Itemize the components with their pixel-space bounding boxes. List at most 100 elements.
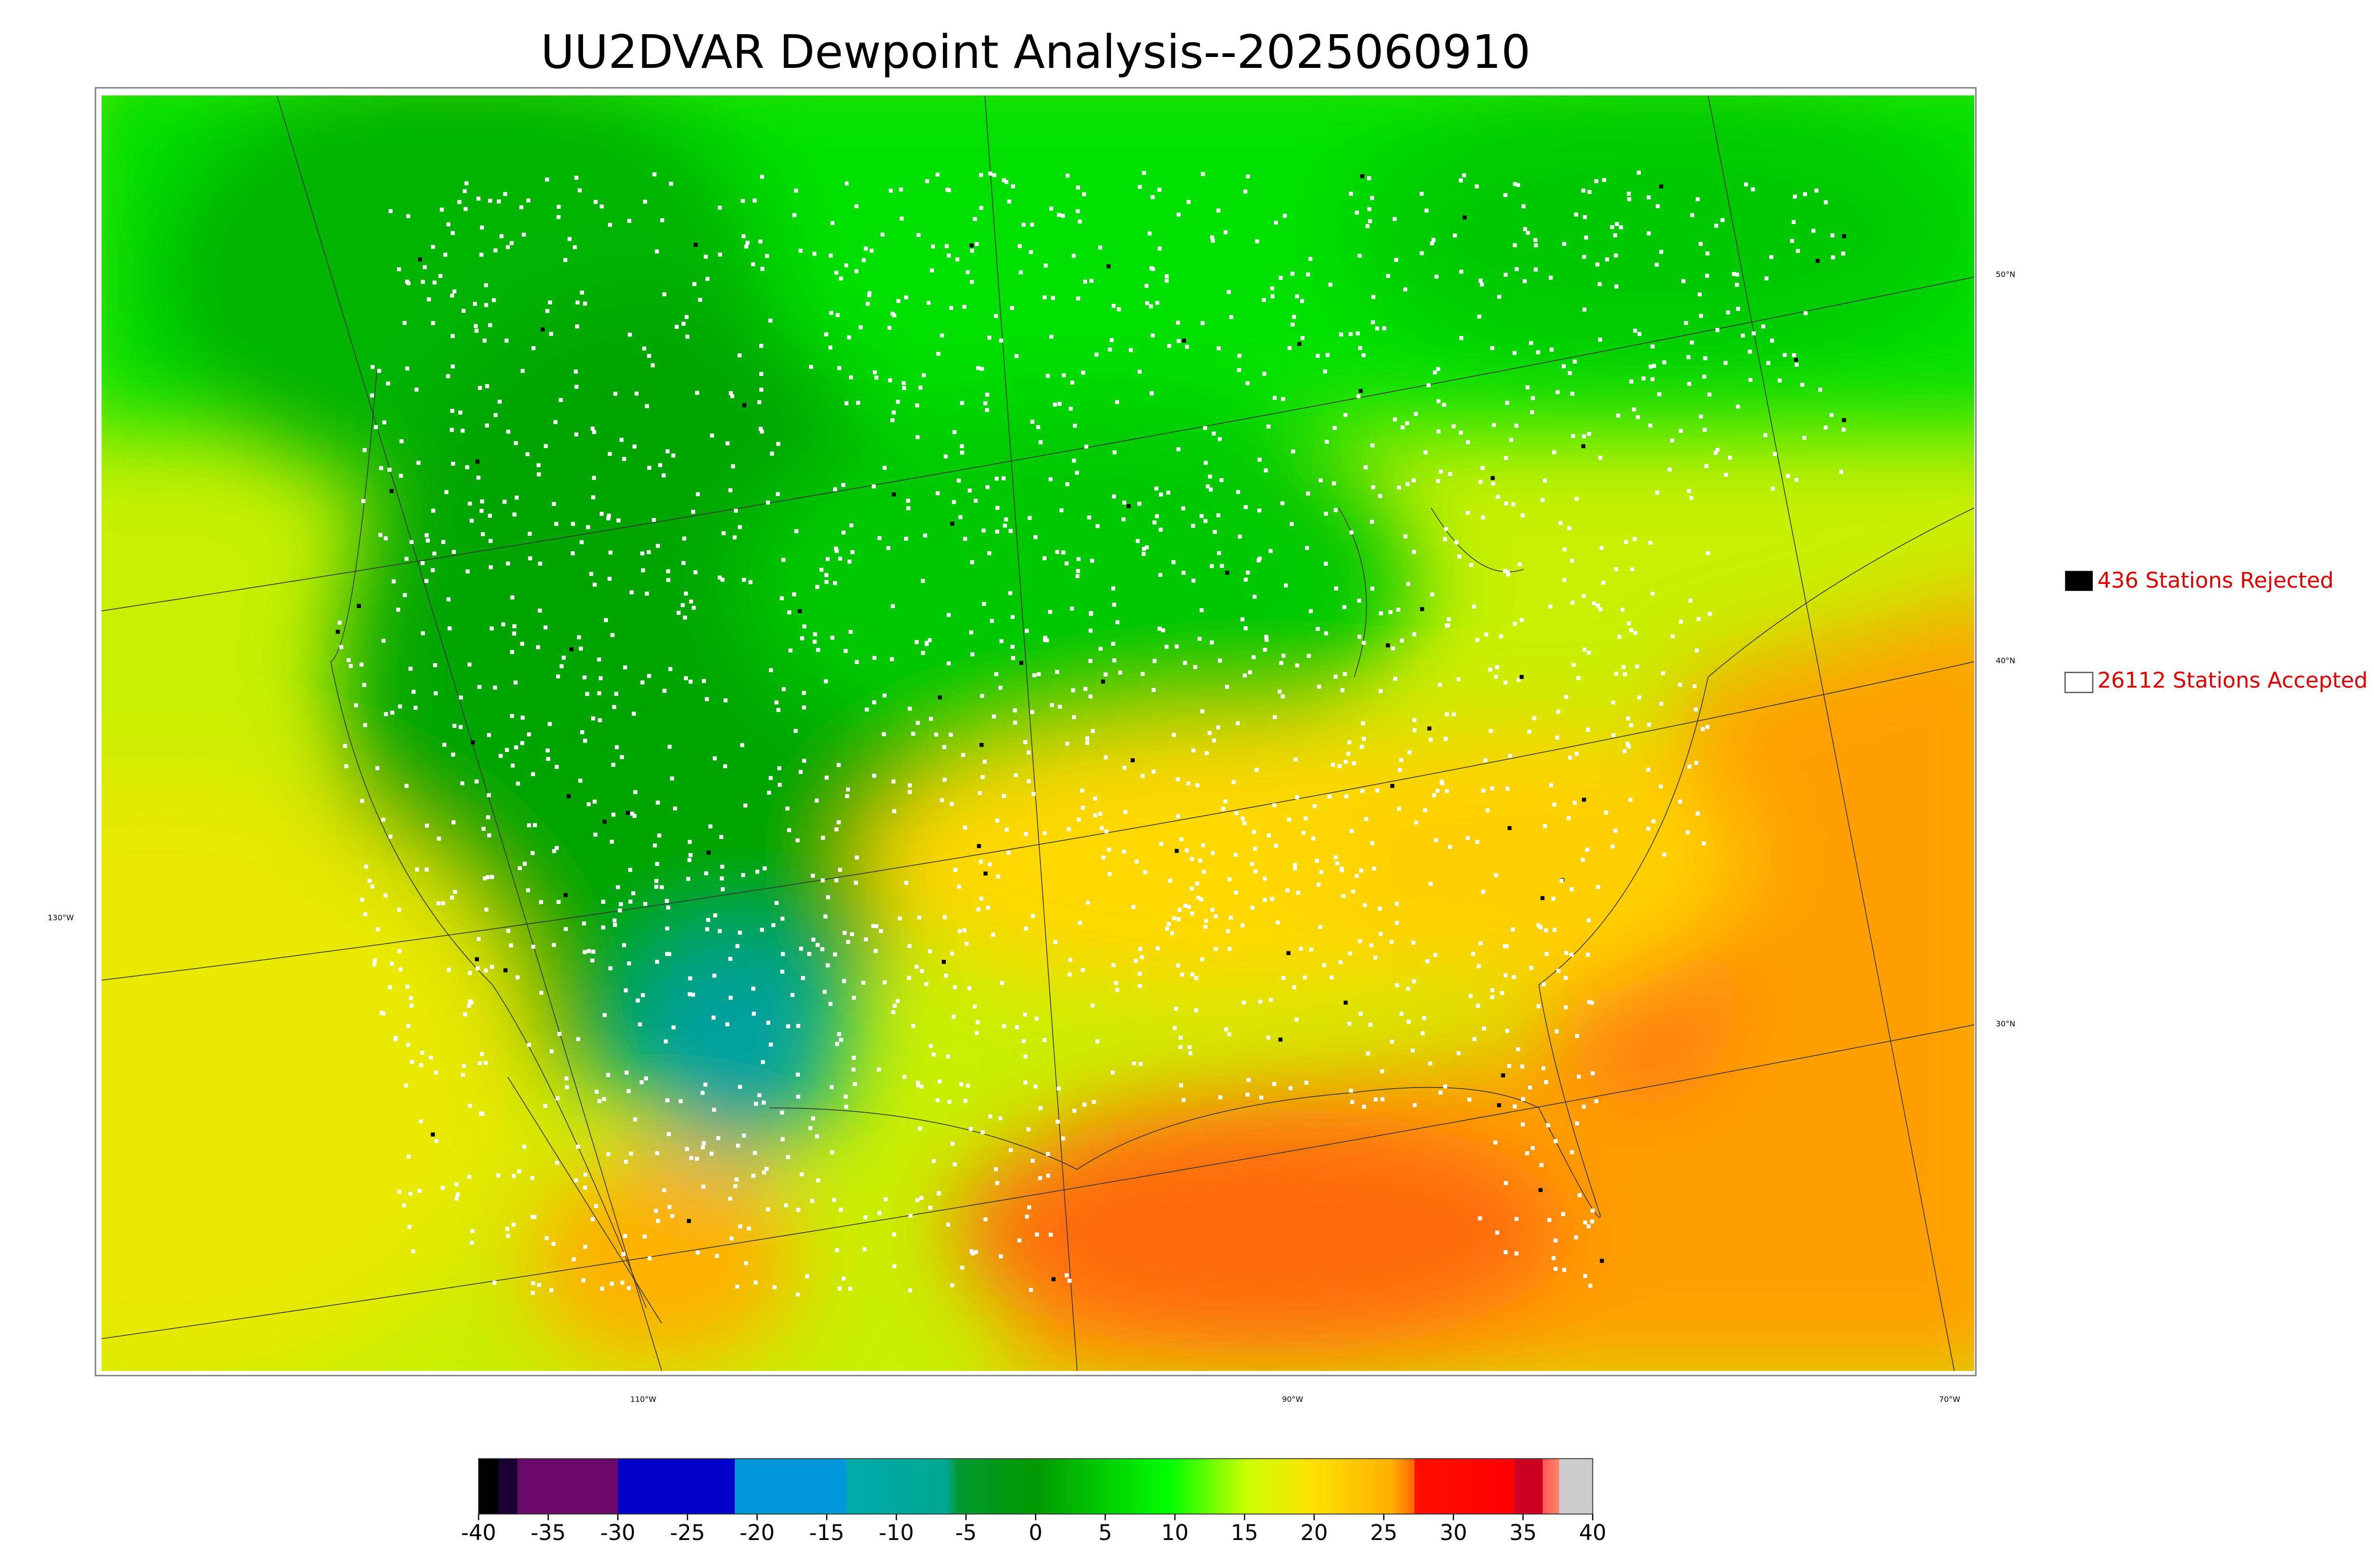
accepted-station — [397, 908, 401, 912]
accepted-station — [963, 1099, 968, 1103]
accepted-station — [484, 283, 488, 288]
accepted-station — [1637, 170, 1641, 175]
accepted-station — [721, 531, 726, 535]
accepted-station — [1166, 490, 1170, 495]
accepted-station — [1293, 866, 1297, 871]
accepted-station — [812, 639, 817, 644]
accepted-station — [1243, 673, 1247, 678]
accepted-station — [1177, 212, 1181, 217]
accepted-station — [1686, 489, 1691, 493]
accepted-station — [1030, 710, 1035, 714]
accepted-station — [1241, 817, 1245, 821]
accepted-station — [490, 875, 494, 879]
accepted-station — [1197, 637, 1202, 641]
accepted-station — [705, 697, 709, 701]
accepted-station — [446, 222, 451, 226]
accepted-station — [654, 1209, 658, 1213]
accepted-station — [1766, 361, 1771, 365]
accepted-station — [945, 188, 950, 192]
accepted-station — [591, 949, 595, 954]
accepted-station — [1055, 670, 1059, 674]
lon-label: 90°W — [1282, 1395, 1303, 1404]
accepted-station — [1292, 315, 1296, 319]
accepted-station — [519, 205, 524, 209]
accepted-station — [443, 253, 448, 257]
accepted-station — [695, 1156, 699, 1161]
accepted-station — [614, 745, 619, 750]
accepted-station — [710, 433, 714, 438]
accepted-station — [1469, 563, 1473, 567]
accepted-station — [1001, 476, 1006, 480]
accepted-station — [824, 679, 828, 684]
accepted-station — [1438, 1090, 1443, 1095]
accepted-station — [1218, 658, 1222, 663]
accepted-station — [424, 533, 429, 537]
accepted-station — [762, 1100, 766, 1105]
accepted-station — [598, 676, 603, 680]
accepted-station — [405, 985, 410, 989]
accepted-station — [744, 244, 748, 249]
accepted-station — [838, 1286, 842, 1291]
accepted-station — [981, 528, 986, 533]
accepted-station — [976, 366, 980, 370]
rejected-station — [475, 957, 479, 961]
accepted-station — [1309, 948, 1313, 952]
accepted-station — [1399, 1012, 1404, 1016]
accepted-station — [891, 604, 895, 609]
accepted-station — [1304, 1080, 1309, 1085]
accepted-station — [728, 391, 733, 395]
accepted-station — [490, 965, 494, 969]
accepted-station — [505, 1227, 510, 1231]
accepted-station — [641, 993, 645, 997]
accepted-station — [1206, 484, 1210, 488]
accepted-station — [1024, 832, 1028, 836]
accepted-station — [1773, 452, 1777, 456]
accepted-station — [668, 667, 673, 671]
accepted-station — [686, 877, 690, 881]
accepted-station — [1170, 931, 1174, 935]
accepted-station — [362, 683, 367, 687]
accepted-station — [1794, 362, 1799, 367]
accepted-station — [979, 860, 983, 864]
accepted-station — [666, 905, 670, 910]
accepted-station — [895, 400, 900, 404]
accepted-station — [622, 457, 626, 461]
accepted-station — [473, 301, 477, 306]
accepted-station — [1359, 745, 1364, 749]
accepted-station — [915, 1198, 920, 1202]
accepted-station — [1272, 1082, 1276, 1086]
accepted-station — [864, 246, 868, 251]
accepted-station — [736, 1143, 740, 1148]
accepted-station — [1112, 450, 1117, 455]
accepted-station — [563, 258, 567, 262]
accepted-station — [1370, 196, 1375, 200]
accepted-station — [642, 1234, 647, 1239]
accepted-station — [1459, 270, 1463, 274]
accepted-station — [1590, 1001, 1594, 1005]
accepted-station — [1164, 645, 1169, 649]
accepted-station — [1357, 599, 1361, 603]
accepted-station — [1516, 1047, 1520, 1052]
accepted-station — [1002, 794, 1006, 798]
accepted-station — [520, 715, 525, 720]
accepted-station — [1436, 429, 1441, 434]
accepted-station — [844, 263, 848, 268]
accepted-station — [1435, 789, 1440, 793]
colorbar-tick-label: 30 — [1440, 1520, 1467, 1545]
accepted-station — [497, 199, 501, 204]
accepted-station — [1100, 826, 1104, 830]
accepted-station — [1433, 953, 1438, 957]
rejected-station — [1175, 849, 1179, 853]
accepted-station — [1219, 478, 1224, 482]
accepted-station — [940, 798, 944, 802]
accepted-station — [1011, 184, 1015, 188]
accepted-station — [846, 787, 850, 792]
accepted-station — [631, 712, 636, 716]
accepted-station — [1083, 686, 1088, 691]
accepted-station — [1420, 1031, 1425, 1035]
accepted-station — [1121, 849, 1126, 854]
accepted-station — [1368, 1023, 1373, 1027]
accepted-station — [440, 207, 444, 212]
accepted-station — [545, 1236, 549, 1240]
accepted-station — [537, 472, 541, 477]
